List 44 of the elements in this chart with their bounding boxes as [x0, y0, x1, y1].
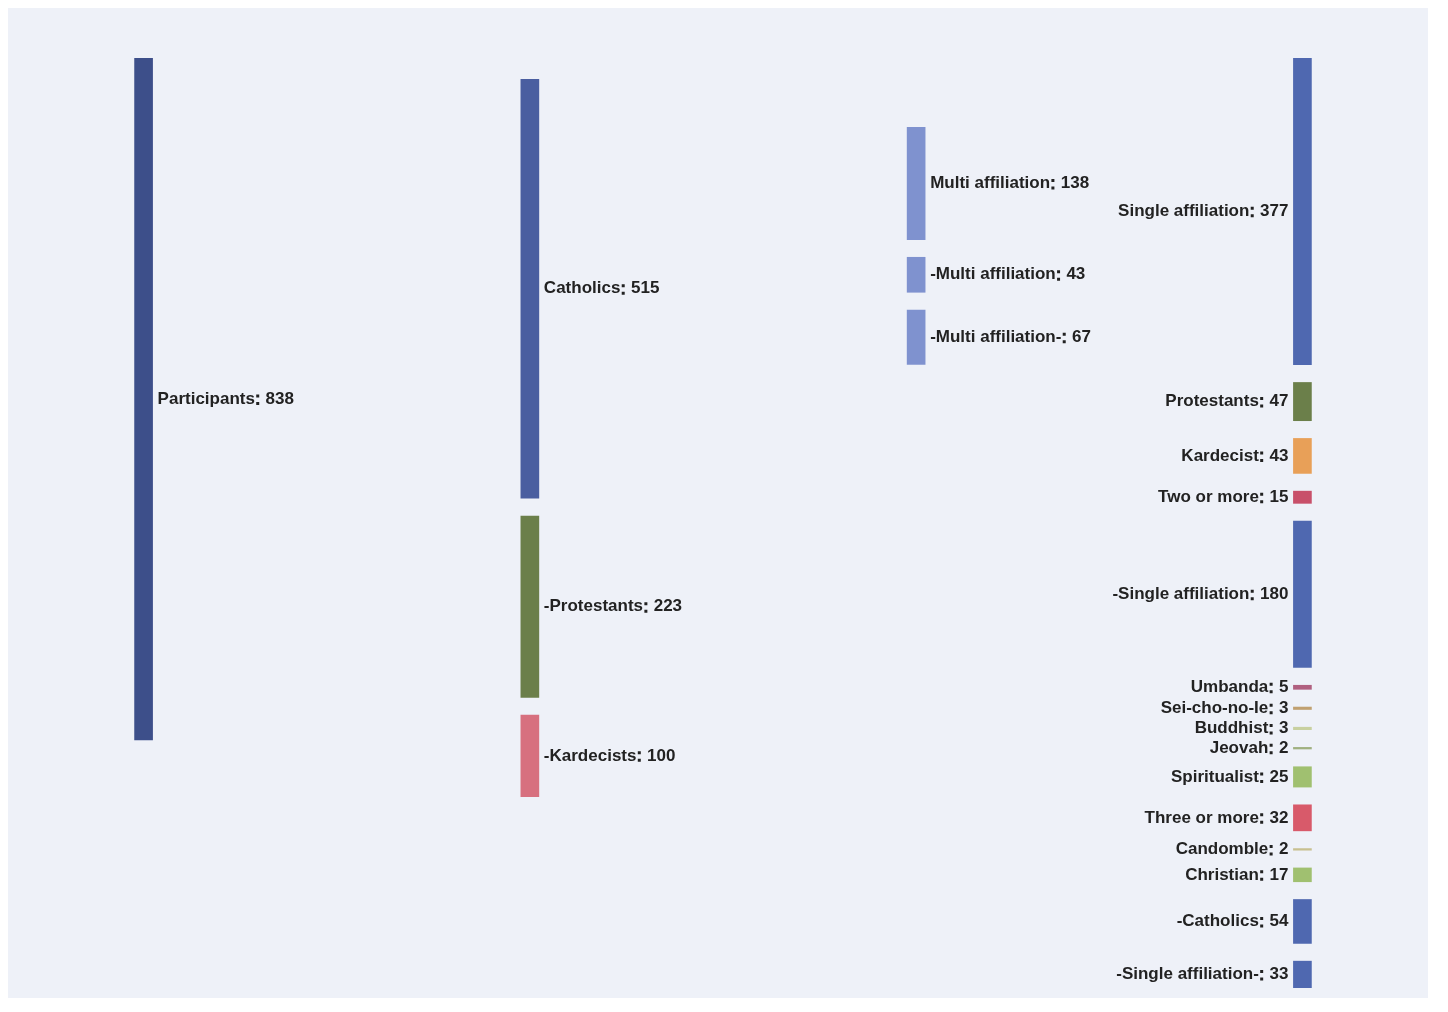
data-label: 54	[1269, 911, 1289, 931]
data-label: 17	[1269, 864, 1289, 884]
data-label: 180	[1260, 583, 1289, 603]
data-label: 377	[1260, 201, 1289, 221]
category-label: -Single affiliation	[1112, 583, 1250, 603]
category-label: Three or more	[1144, 807, 1259, 827]
category-label: Single affiliation	[1118, 201, 1250, 221]
data-label: 5	[1278, 676, 1289, 696]
category-label: Sei-cho-no-Ie	[1160, 697, 1269, 717]
category-label: -Single affiliation-	[1116, 964, 1259, 984]
data-label: 15	[1269, 486, 1289, 506]
data-label: 25	[1269, 766, 1289, 786]
category-label: Protestants	[1165, 391, 1259, 411]
category-label: -Multi affiliation-	[930, 326, 1062, 346]
data-label: 47	[1269, 391, 1289, 411]
data-label: 100	[647, 745, 676, 765]
category-label: Kardecist	[1181, 445, 1260, 465]
data-label: 3	[1278, 718, 1289, 738]
category-label: -Multi affiliation	[930, 264, 1056, 284]
data-label: 32	[1269, 807, 1289, 827]
data-label: 2	[1278, 737, 1289, 757]
data-label: 3	[1278, 697, 1289, 717]
data-label: 2	[1278, 839, 1289, 859]
data-label: 838	[265, 388, 294, 408]
category-label: Jeovah	[1209, 737, 1269, 757]
category-label: Participants	[157, 388, 255, 408]
data-label: 138	[1060, 173, 1090, 193]
data-label: 43	[1066, 264, 1086, 284]
data-label: 515	[631, 278, 660, 298]
category-label: Multi affiliation	[930, 173, 1051, 193]
data-label: 33	[1269, 964, 1289, 984]
category-label: Buddhist	[1194, 718, 1269, 738]
data-label: 43	[1269, 445, 1289, 465]
category-label: Catholics	[543, 278, 621, 298]
category-label: -Protestants	[543, 596, 644, 616]
category-label: Two or more	[1158, 486, 1259, 506]
category-label: -Catholics	[1176, 911, 1259, 931]
data-label: 223	[653, 596, 683, 616]
category-label: Umbanda	[1190, 676, 1269, 696]
category-label: Christian	[1185, 864, 1259, 884]
data-label: 67	[1072, 326, 1091, 346]
category-label: Spiritualist	[1171, 766, 1260, 786]
category-label: Candomble	[1175, 839, 1269, 859]
category-label: -Kardecists	[543, 745, 637, 765]
